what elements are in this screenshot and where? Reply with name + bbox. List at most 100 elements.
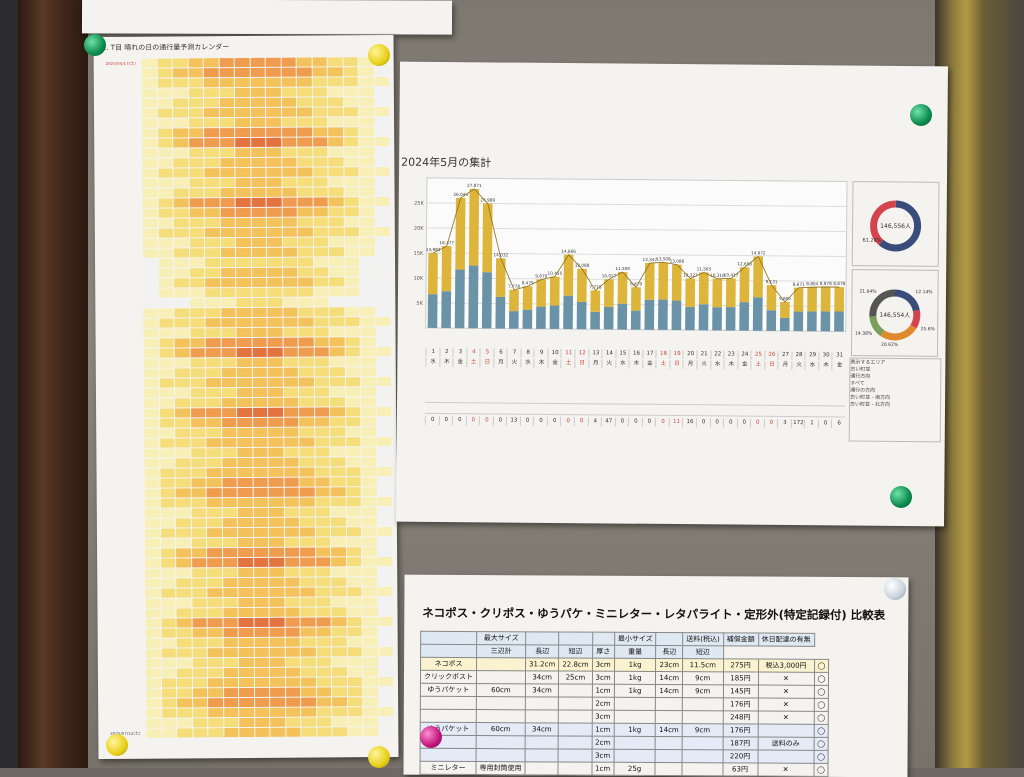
calendar-cell [144, 369, 159, 378]
calendar-cell [250, 98, 265, 107]
calendar-cell [224, 688, 239, 697]
calendar-cell [219, 78, 234, 87]
bar-segment-upper [604, 279, 614, 307]
calendar-cell [344, 137, 359, 146]
calendar-cell [176, 558, 191, 567]
calendar-cell [315, 437, 330, 446]
calendar-cell [251, 168, 266, 177]
calendar-cell [375, 197, 390, 206]
bar-segment-lower [631, 311, 641, 330]
calendar-cell [301, 678, 316, 687]
calendar-cell [375, 157, 390, 166]
table-cell [682, 750, 723, 763]
calendar-cell [328, 57, 343, 66]
calendar-cell [236, 188, 251, 197]
calendar-cell [221, 288, 236, 297]
calendar-cell [376, 277, 391, 286]
calendar-cell [267, 278, 282, 287]
calendar-cell [176, 508, 191, 517]
calendar-cell [191, 428, 206, 437]
calendar-cell [206, 378, 221, 387]
calendar-cell [177, 728, 192, 737]
calendar-cell [222, 528, 237, 537]
calendar-cell [301, 628, 316, 637]
calendar-cell [176, 548, 191, 557]
calendar-cell [329, 187, 344, 196]
bar-segment-lower [753, 297, 763, 331]
header-cell [421, 631, 477, 644]
weekday-cell: 木 [629, 360, 644, 369]
calendar-cell [283, 278, 298, 287]
calendar-cell [316, 617, 331, 626]
calendar-cell [377, 437, 392, 446]
calendar-cell [344, 187, 359, 196]
calendar-cell [254, 588, 269, 597]
calendar-cell [160, 399, 175, 408]
calendar-cell [267, 218, 282, 227]
calendar-cell [346, 517, 361, 526]
calendar-cell [161, 568, 176, 577]
calendar-cell [160, 409, 175, 418]
calendar-cell [376, 367, 391, 376]
date-cell: 23 [723, 350, 738, 359]
calendar-cell [174, 238, 189, 247]
calendar-cell [281, 68, 296, 77]
calendar-cell [359, 137, 374, 146]
calendar-cell [220, 238, 235, 247]
calendar-cell [329, 257, 344, 266]
table-cell: ◯ [814, 698, 829, 711]
weekday-cell: 火 [507, 359, 522, 368]
calendar-cell [363, 627, 378, 636]
calendar-cell [298, 218, 313, 227]
calendar-cell [299, 398, 314, 407]
calendar-cell [298, 298, 313, 307]
calendar-cell [239, 638, 254, 647]
calendar-cell [330, 457, 345, 466]
calendar-cell [285, 608, 300, 617]
calendar-cell [145, 519, 160, 528]
calendar-cell [300, 478, 315, 487]
date-cell: 9 [534, 349, 549, 358]
weekday-cell: 土 [656, 360, 671, 369]
calendar-cell [193, 718, 208, 727]
calendar-cell [223, 638, 238, 647]
calendar-cell [253, 458, 268, 467]
calendar-cell [205, 188, 220, 197]
calendar-cell [189, 168, 204, 177]
calendar-cell [297, 108, 312, 117]
calendar-cell [191, 408, 206, 417]
calendar-cell [221, 338, 236, 347]
bar-segment-lower [821, 311, 831, 331]
calendar-cell [146, 649, 161, 658]
table-cell: 1kg [614, 658, 656, 671]
calendar-cell [328, 77, 343, 86]
bar-segment-upper [712, 279, 722, 307]
calendar-cell [162, 688, 177, 697]
calendar-cell [331, 527, 346, 536]
date-cell: 6 [493, 348, 508, 357]
calendar-cell [222, 468, 237, 477]
weekday-cell: 月 [588, 359, 603, 368]
calendar-cell [297, 58, 312, 67]
calendar-cell [360, 267, 375, 276]
calendar-cell [330, 437, 345, 446]
calendar-cell [251, 238, 266, 247]
bar-segment-upper [523, 286, 533, 309]
calendar-cell [252, 278, 267, 287]
date-cell: 18 [656, 350, 671, 359]
calendar-cell [301, 648, 316, 657]
calendar-cell [330, 397, 345, 406]
calendar-cell [363, 667, 378, 676]
calendar-cell [238, 598, 253, 607]
calendar-cell [331, 517, 346, 526]
calendar-cell [204, 98, 219, 107]
calendar-cell [237, 338, 252, 347]
calendar-cell [283, 298, 298, 307]
calendar-cell [282, 198, 297, 207]
calendar-cell [145, 509, 160, 518]
calendar-cell [359, 157, 374, 166]
calendar-cell [301, 658, 316, 667]
calendar-cell [160, 508, 175, 517]
calendar-cell [268, 338, 283, 347]
calendar-cell [191, 398, 206, 407]
